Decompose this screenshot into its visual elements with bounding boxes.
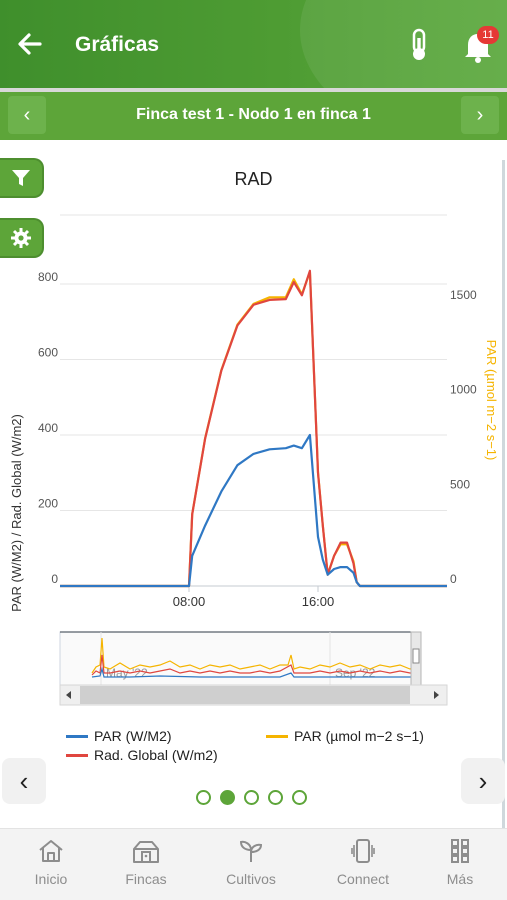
legend-label: PAR (µmol m−2 s−1): [294, 728, 424, 744]
thermometer-icon[interactable]: [405, 28, 433, 62]
next-farm-button[interactable]: ›: [461, 96, 499, 134]
chart-navigator[interactable]: May '22 Sep '22: [59, 631, 448, 706]
left-axis-label: PAR (W/M2) / Rad. Global (W/m2): [9, 414, 24, 612]
filter-icon: [12, 170, 30, 186]
page-dot[interactable]: [292, 790, 307, 805]
grid-icon: [451, 839, 469, 863]
right-tick-label: 0: [450, 572, 457, 586]
navigator-scrollbar-thumb[interactable]: [80, 686, 410, 704]
nav-item-fincas[interactable]: Fincas: [101, 837, 191, 887]
legend-item-par-umol[interactable]: PAR (µmol m−2 s−1): [266, 728, 424, 744]
farm-icon: [133, 841, 159, 863]
chevron-right-icon: ›: [478, 765, 488, 796]
legend-swatch: [66, 753, 88, 757]
nav-item-cultivos[interactable]: Cultivos: [206, 837, 296, 887]
bottom-navigation: Inicio Fincas Cultivos Connect: [0, 828, 507, 900]
gear-icon: [11, 228, 31, 248]
navigator-series-par-wm2: [91, 666, 416, 678]
right-axis-ticks: 0 500 1000 1500: [450, 288, 477, 586]
right-tick-label: 1000: [450, 383, 477, 397]
settings-button[interactable]: [0, 218, 44, 258]
right-tick-label: 500: [450, 477, 470, 491]
right-axis-label: PAR (µmol m−2 s−1): [484, 340, 499, 461]
page-dot[interactable]: [196, 790, 211, 805]
page-scrollbar[interactable]: [502, 160, 505, 830]
navigator-series-rad: [91, 654, 416, 676]
nav-label: Más: [446, 871, 474, 887]
legend-label: PAR (W/M2): [94, 728, 172, 744]
series-line-1: [60, 270, 447, 588]
page-indicator: [196, 790, 307, 805]
left-tick-label: 600: [38, 346, 58, 360]
notification-badge: 11: [477, 26, 499, 44]
farm-title: Finca test 1 - Nodo 1 en finca 1: [136, 106, 371, 123]
page-dot-active[interactable]: [220, 790, 235, 805]
legend-swatch: [66, 734, 88, 738]
nav-label: Fincas: [125, 871, 167, 887]
device-icon: [351, 839, 375, 863]
navigator-series-par-umol: [91, 637, 417, 674]
chevron-left-icon: ‹: [19, 765, 29, 796]
next-chart-button[interactable]: ›: [461, 758, 505, 804]
page-dot[interactable]: [244, 790, 259, 805]
nav-label: Connect: [336, 871, 390, 887]
x-tick-label: 08:00: [173, 594, 206, 609]
series-line-0: [60, 433, 447, 588]
prev-chart-button[interactable]: ‹: [2, 758, 46, 804]
chart-grid: [60, 214, 447, 587]
nav-item-mas[interactable]: Más: [415, 837, 505, 887]
nav-item-inicio[interactable]: Inicio: [6, 837, 96, 887]
left-tick-label: 200: [38, 497, 58, 511]
left-axis-ticks: 0 200 400 600 800: [38, 270, 58, 586]
farm-selector: ‹ Finca test 1 - Nodo 1 en finca 1 ›: [0, 92, 507, 140]
home-icon: [39, 840, 63, 862]
page-title: Gráficas: [75, 33, 160, 56]
arrow-left-icon[interactable]: [14, 28, 46, 60]
filter-button[interactable]: [0, 158, 44, 198]
right-tick-label: 1500: [450, 288, 477, 302]
left-tick-label: 800: [38, 270, 58, 284]
nav-label: Cultivos: [226, 871, 276, 887]
legend-item-rad-global[interactable]: Rad. Global (W/m2): [66, 747, 218, 763]
prev-farm-button[interactable]: ‹: [8, 96, 46, 134]
scroll-right-icon: [434, 691, 439, 699]
app-bar: Gráficas 11: [0, 0, 507, 88]
chevron-right-icon: ›: [476, 103, 484, 126]
series-line-2: [60, 269, 447, 588]
rad-chart[interactable]: 0 200 400 600 800 0 500 1000 1500 08:00 16:00 PA…: [0, 195, 507, 715]
x-tick-label: 16:00: [302, 594, 335, 609]
page-dot[interactable]: [268, 790, 283, 805]
sprout-icon: [239, 840, 263, 862]
x-axis-ticks: 08:00 16:00: [173, 586, 335, 609]
left-tick-label: 0: [51, 572, 58, 586]
scroll-left-icon: [66, 691, 71, 699]
header-divider: [0, 88, 507, 92]
left-tick-label: 400: [38, 421, 58, 435]
chart-lines: [60, 269, 447, 588]
chevron-left-icon: ‹: [23, 103, 31, 126]
legend-swatch: [266, 734, 288, 738]
nav-item-connect[interactable]: Connect: [318, 837, 408, 887]
legend-label: Rad. Global (W/m2): [94, 747, 218, 763]
chart-title: RAD: [234, 169, 273, 189]
nav-label: Inicio: [34, 871, 68, 887]
legend-item-par-wm2[interactable]: PAR (W/M2): [66, 728, 172, 744]
